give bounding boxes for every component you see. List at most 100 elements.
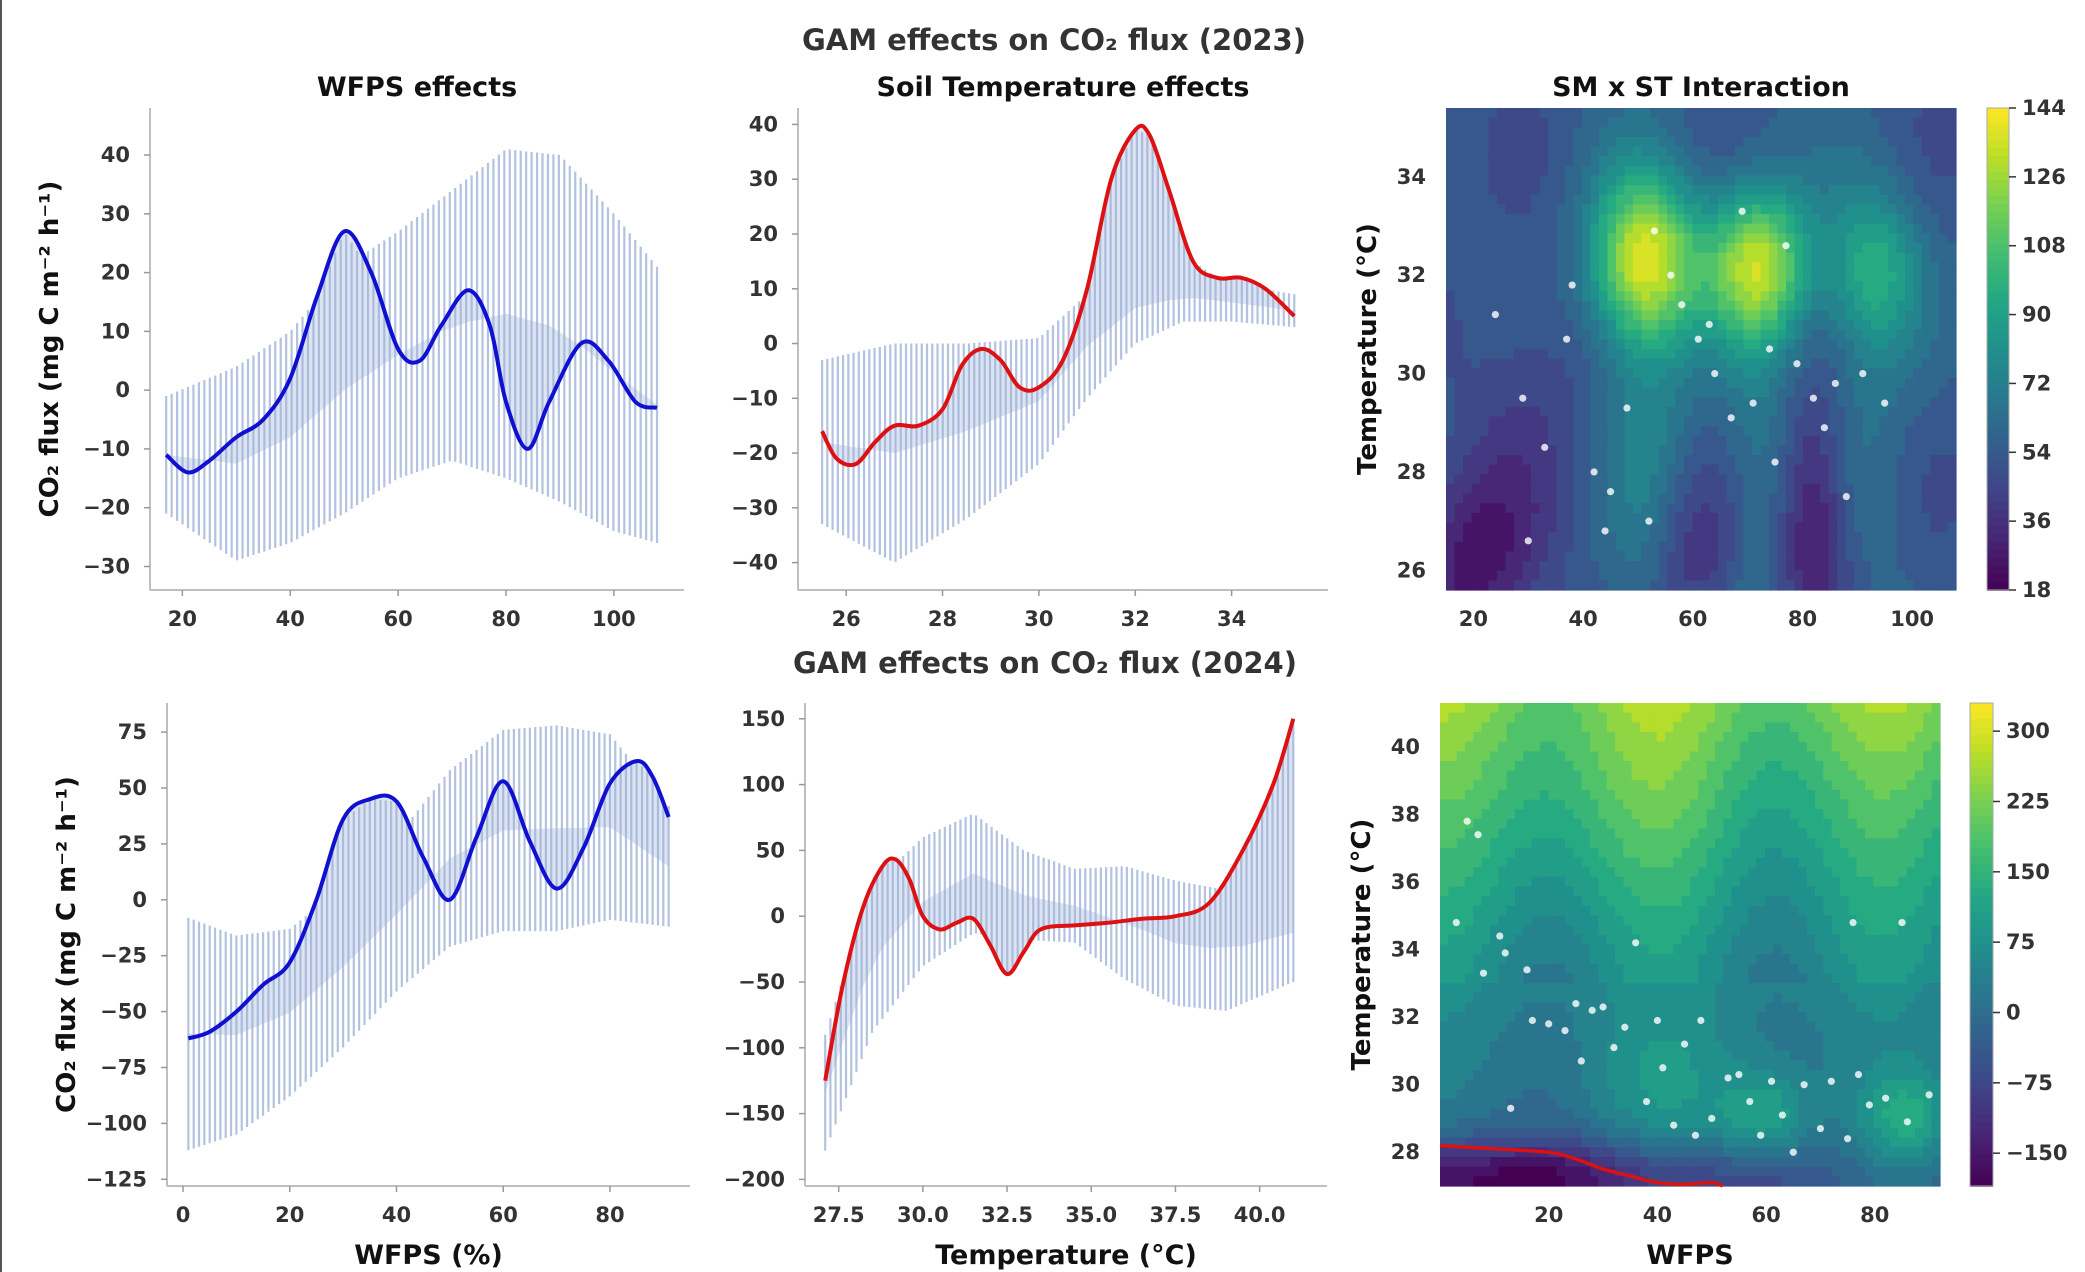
interaction_2024-cell [1656, 915, 1666, 926]
interaction_2023-cell [1803, 464, 1813, 475]
interaction_2023-cell [1480, 204, 1490, 215]
interaction_2023-cell [1828, 512, 1838, 524]
interaction_2024-cell [1515, 828, 1524, 839]
interaction_2024-cell [1573, 760, 1583, 772]
interaction_2023-cell [1684, 300, 1694, 312]
interaction_2023-cell [1752, 503, 1762, 514]
interaction_2023-cell [1947, 358, 1957, 369]
interaction_2023-cell [1607, 281, 1617, 292]
interaction_2023-cell [1947, 233, 1957, 244]
interaction_2023-cell [1930, 262, 1940, 273]
interaction_2023-cell [1658, 532, 1668, 543]
interaction_2023-cell [1675, 320, 1685, 331]
interaction_2023-cell [1786, 223, 1796, 234]
interaction_2024-cell [1581, 838, 1591, 849]
interaction_2023-cell [1556, 117, 1566, 128]
interaction_2024-cell [1506, 1137, 1516, 1148]
interaction_2024-cell [1631, 905, 1641, 917]
interaction_2023-cell [1752, 156, 1762, 167]
interaction_2024-cell [1473, 1137, 1483, 1148]
interaction_2023-cell [1862, 426, 1872, 437]
interaction_2023-cell [1522, 368, 1532, 379]
interaction_2024-cell [1506, 751, 1516, 762]
interaction_2024-cell [1615, 789, 1624, 801]
wfps_2023-ytick-label-2: −10 [83, 437, 130, 461]
interaction_2023-cell [1718, 233, 1728, 244]
interaction_2024-cell [1440, 1079, 1449, 1090]
interaction_2024-cell [1581, 1166, 1591, 1177]
interaction_2023-cell [1497, 214, 1507, 225]
interaction_2023-cell [1820, 127, 1830, 138]
interaction_2023-cell [1675, 570, 1685, 581]
interaction_2023-cell [1905, 146, 1915, 157]
interaction_2023-cell [1548, 156, 1558, 167]
interaction_2023-cell [1531, 223, 1541, 234]
interaction_2023-cell [1480, 426, 1490, 437]
interaction_2023-cell [1480, 541, 1490, 553]
interaction_2024-cell [1540, 741, 1549, 752]
interaction_2023-cell [1837, 262, 1847, 273]
interaction_2023-cell [1658, 136, 1668, 148]
interaction_2023-cell [1582, 300, 1592, 312]
interaction_2023-cell [1650, 156, 1660, 167]
interaction_2024-cell [1623, 741, 1633, 752]
interaction_2024-cell [1448, 934, 1458, 946]
interaction_2023-cell [1480, 580, 1490, 591]
interaction_2023-colorbar-step [1987, 124, 2009, 133]
interaction_2023-cell [1539, 358, 1549, 369]
interaction_2023-cell [1692, 271, 1702, 283]
interaction_2024-cell [1448, 760, 1458, 772]
interaction_2023-cell [1709, 262, 1719, 273]
interaction_2023-cell [1939, 512, 1949, 524]
interaction_2023-cell [1726, 108, 1736, 119]
interaction_2024-cell [1490, 876, 1499, 888]
interaction_2023-cell [1905, 117, 1915, 128]
interaction_2023-cell [1556, 532, 1566, 543]
interaction_2023-cell [1871, 551, 1881, 562]
interaction_2023-colorbar-step [1987, 429, 2009, 439]
interaction_2023-cell [1514, 165, 1524, 177]
interaction_2023-cell [1939, 329, 1949, 340]
interaction_2023-cell [1896, 194, 1906, 205]
interaction_2023-cell [1896, 445, 1906, 456]
interaction_2023-cell [1505, 512, 1515, 524]
interaction_2023-cell [1658, 108, 1668, 119]
interaction_2023-cell [1794, 223, 1804, 234]
interaction_2023-cell [1582, 310, 1592, 321]
interaction_2023-cell [1845, 252, 1855, 263]
interaction_2024-cell [1640, 1118, 1649, 1129]
interaction_2023-cell [1471, 214, 1481, 225]
interaction_2024-cell [1506, 1118, 1516, 1129]
interaction_2023-cell [1624, 108, 1634, 119]
interaction_2024-cell [1440, 731, 1449, 743]
interaction_2024-cell [1548, 1050, 1558, 1062]
interaction_2024-cell [1481, 751, 1491, 762]
interaction_2024-cell [1448, 1041, 1458, 1052]
interaction_2024-cell [1598, 847, 1608, 859]
interaction_2023-cell [1701, 483, 1711, 495]
interaction_2024-cell [1481, 818, 1491, 830]
interaction_2024-cell [1515, 722, 1524, 733]
interaction_2023-cell [1471, 474, 1481, 485]
interaction_2023-cell [1471, 358, 1481, 369]
interaction_2023-cell [1539, 522, 1549, 533]
interaction_2024-cell [1481, 857, 1491, 868]
interaction_2023-cell [1709, 541, 1719, 553]
interaction_2023-cell [1548, 397, 1558, 408]
interaction_2024-cell [1640, 954, 1649, 965]
interaction_2023-cell [1692, 580, 1702, 591]
interaction_2024-cell [1590, 847, 1599, 859]
interaction_2023-cell [1556, 416, 1566, 427]
interaction_2023-cell [1786, 165, 1796, 177]
interaction_2023-cell [1650, 310, 1660, 321]
interaction_2024-cell [1640, 1031, 1649, 1042]
interaction_2023-cell [1845, 377, 1855, 389]
interaction_2023-cell [1497, 522, 1507, 533]
interaction_2024-cell [1506, 915, 1516, 926]
temp_2024-ytick-label-7: 150 [741, 707, 785, 731]
interaction_2023-cell [1446, 358, 1456, 369]
temp_2023-ytick-label-7: 30 [749, 167, 778, 191]
interaction_2023-cell [1675, 532, 1685, 543]
interaction_2023-cell [1548, 165, 1558, 177]
interaction_2023-cell [1709, 175, 1719, 186]
